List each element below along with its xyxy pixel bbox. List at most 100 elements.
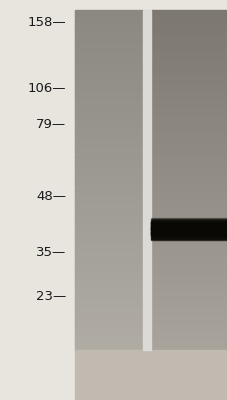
Bar — [150, 229, 227, 230]
Bar — [150, 107, 227, 109]
Bar — [150, 296, 227, 298]
Bar — [75, 136, 142, 138]
Bar — [75, 156, 142, 158]
Bar — [150, 151, 227, 153]
Bar — [150, 306, 227, 308]
Bar — [75, 333, 142, 335]
Bar — [150, 228, 227, 229]
Bar — [150, 309, 227, 311]
Bar — [75, 250, 142, 252]
Bar — [75, 262, 142, 264]
Bar — [150, 244, 227, 247]
Bar — [150, 58, 227, 60]
Bar — [150, 30, 227, 32]
Bar — [75, 275, 142, 278]
Bar — [75, 168, 142, 170]
Bar — [150, 42, 227, 44]
Bar — [75, 107, 142, 109]
Bar — [75, 253, 142, 255]
Bar — [150, 246, 227, 248]
Bar — [75, 195, 142, 198]
Bar — [75, 331, 142, 334]
Bar — [75, 218, 142, 220]
Bar — [150, 218, 227, 220]
Bar — [75, 73, 142, 75]
Bar — [150, 228, 227, 229]
Bar — [150, 236, 227, 237]
Bar — [150, 297, 227, 300]
Bar — [75, 233, 142, 235]
Bar — [150, 143, 227, 145]
Bar — [75, 139, 142, 141]
Bar — [150, 200, 227, 202]
Bar — [150, 313, 227, 315]
Bar — [75, 81, 142, 84]
Bar — [150, 219, 227, 220]
Bar — [150, 83, 227, 85]
Bar — [75, 86, 142, 89]
Bar — [75, 282, 142, 284]
Bar — [150, 258, 227, 260]
Bar — [75, 224, 142, 226]
Bar — [75, 306, 142, 308]
Bar — [150, 216, 227, 218]
Bar — [75, 350, 227, 400]
Bar — [75, 190, 142, 192]
Bar — [75, 251, 142, 254]
Bar — [150, 47, 227, 50]
Bar — [75, 287, 142, 289]
Bar — [75, 272, 142, 274]
Bar — [75, 20, 142, 22]
Bar — [150, 290, 227, 293]
Bar — [150, 225, 227, 226]
Bar — [150, 22, 227, 24]
Bar — [75, 268, 142, 270]
Bar — [75, 68, 142, 70]
Bar — [150, 221, 227, 222]
Bar — [75, 117, 142, 119]
Bar — [150, 160, 227, 162]
Bar — [150, 134, 227, 136]
Bar — [150, 221, 227, 223]
Bar — [150, 222, 227, 225]
Bar — [150, 185, 227, 187]
Bar — [150, 105, 227, 107]
Bar — [75, 131, 142, 133]
Bar — [75, 316, 142, 318]
Bar — [150, 175, 227, 177]
Bar — [150, 302, 227, 304]
Bar — [150, 251, 227, 254]
Bar — [150, 138, 227, 140]
Bar — [75, 290, 142, 293]
Bar — [150, 90, 227, 92]
Bar — [75, 138, 142, 140]
Bar — [150, 199, 227, 201]
Bar — [75, 36, 142, 38]
Bar — [75, 18, 142, 21]
Bar — [150, 104, 227, 106]
Bar — [150, 207, 227, 209]
Bar — [75, 166, 142, 169]
Bar — [75, 170, 142, 172]
Bar — [75, 146, 142, 148]
Bar — [150, 308, 227, 310]
Bar — [150, 74, 227, 77]
Bar — [150, 25, 227, 28]
Bar — [75, 194, 142, 196]
Bar — [150, 156, 227, 158]
Bar — [150, 330, 227, 332]
Bar — [75, 109, 142, 111]
Bar — [75, 154, 142, 157]
Bar — [75, 296, 142, 298]
Bar — [75, 165, 142, 167]
Bar — [150, 233, 227, 234]
Text: 48—: 48— — [36, 190, 66, 202]
Bar — [150, 279, 227, 281]
Bar — [150, 287, 227, 289]
Bar — [75, 98, 142, 100]
Bar — [150, 93, 227, 96]
Bar — [75, 112, 142, 114]
Bar — [150, 336, 227, 338]
Text: 79—: 79— — [36, 118, 66, 130]
Bar — [150, 210, 227, 213]
